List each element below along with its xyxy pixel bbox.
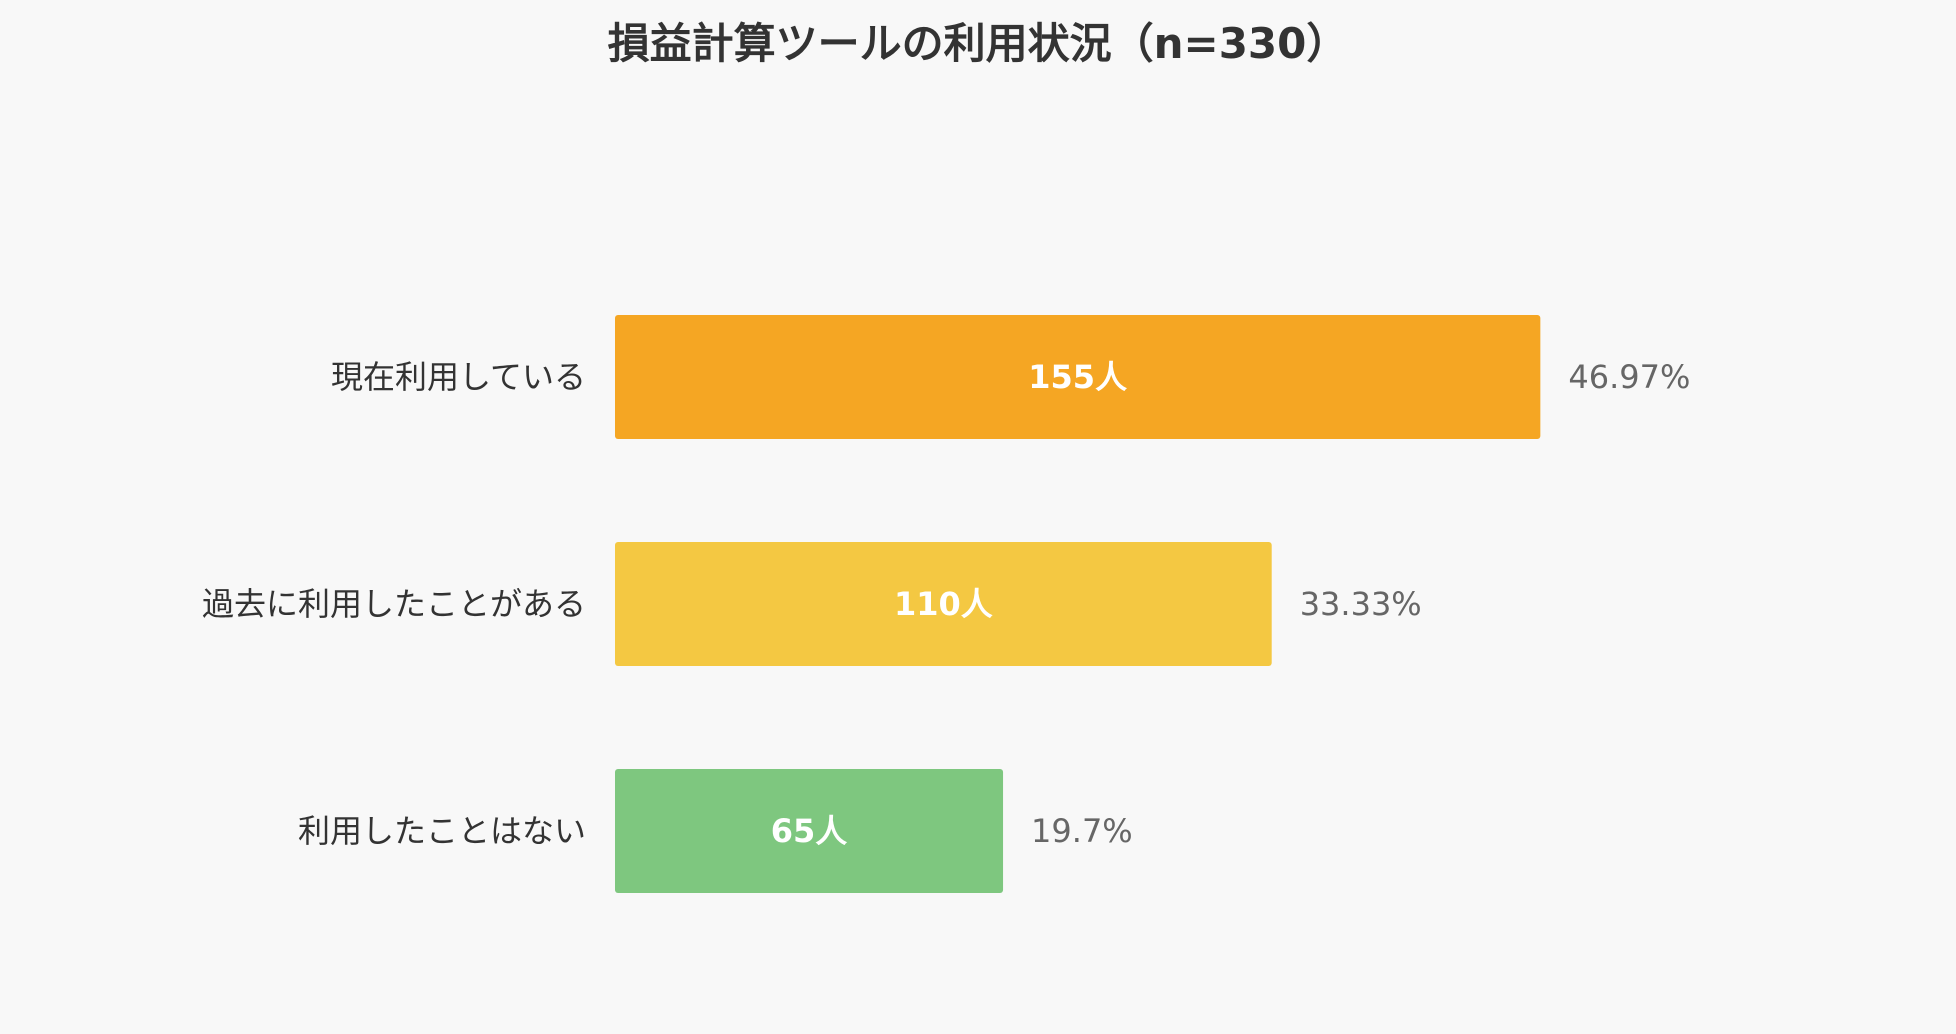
bar-value-label-0: 155人	[1028, 358, 1127, 396]
bar-value-label-1: 110人	[894, 585, 993, 623]
percent-label-0: 46.97%	[1568, 358, 1690, 396]
bar-value-label-2: 65人	[771, 812, 848, 850]
bar-0	[615, 315, 1541, 439]
category-label-1: 過去に利用したことがある	[202, 585, 586, 623]
bar-1	[615, 542, 1272, 666]
percent-label-2: 19.7%	[1031, 812, 1133, 850]
category-label-2: 利用したことはない	[298, 812, 586, 850]
chart-title: 損益計算ツールの利用状況（n=330）	[607, 19, 1349, 68]
category-label-0: 現在利用している	[331, 358, 586, 396]
percent-label-1: 33.33%	[1300, 585, 1422, 623]
bar-2	[615, 769, 1004, 893]
